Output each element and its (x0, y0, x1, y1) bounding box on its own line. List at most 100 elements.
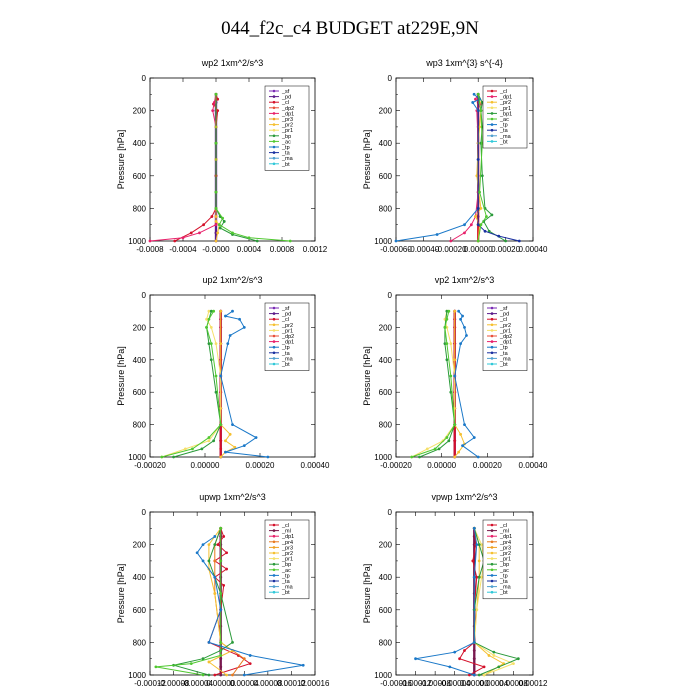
x-tick-label: 0.00004 (479, 679, 508, 688)
x-tick-label: 0.0008 (270, 245, 295, 254)
data-point (512, 662, 515, 665)
y-axis-label: Pressure [hPa] (116, 346, 126, 406)
legend-marker (272, 574, 276, 577)
legend-label: _dp2 (281, 334, 294, 340)
data-point (497, 234, 501, 238)
legend-marker (272, 529, 276, 532)
data-point (214, 92, 218, 96)
data-point (453, 455, 457, 459)
legend-marker (272, 590, 276, 594)
legend-label: _ta (499, 351, 509, 357)
data-point (476, 158, 480, 161)
data-point (217, 223, 221, 227)
x-tick-label: 0.00008 (253, 679, 282, 688)
legend-label: _dp1 (499, 95, 512, 101)
legend-label: _ma (281, 585, 294, 591)
legend-marker (272, 523, 276, 527)
data-point (210, 215, 214, 218)
x-tick-label: -0.00040 (408, 245, 440, 254)
y-axis-label: Pressure [hPa] (116, 130, 126, 190)
legend-marker (490, 312, 494, 315)
data-point (445, 317, 449, 321)
data-point (183, 447, 187, 451)
legend-marker (490, 568, 494, 572)
legend-label: _tp (281, 573, 290, 579)
data-point (207, 309, 211, 313)
legend-marker (272, 534, 276, 538)
data-point (242, 326, 246, 329)
data-point (476, 455, 480, 459)
data-point (467, 673, 471, 677)
legend-label: _ta (499, 128, 509, 134)
legend-marker (490, 585, 494, 588)
legend-marker (272, 112, 276, 115)
legend-label: _pr1 (281, 557, 293, 563)
legend-marker (490, 317, 494, 321)
data-point (214, 207, 218, 210)
legend-label: _ma (281, 356, 294, 362)
legend-label: _bt (499, 139, 508, 145)
data-point (480, 575, 484, 579)
data-point (231, 231, 234, 235)
y-axis-label: Pressure [hPa] (362, 346, 372, 406)
data-point (453, 650, 457, 654)
legend-marker (272, 100, 276, 104)
data-point (207, 317, 211, 321)
data-point (472, 657, 476, 661)
legend-marker (490, 357, 494, 360)
data-point (173, 239, 177, 243)
series-line-tp (395, 93, 481, 242)
data-point (207, 436, 211, 439)
data-point (449, 390, 453, 394)
legend-label: _ta (499, 579, 509, 585)
data-point (504, 239, 507, 243)
y-tick-label: 400 (379, 356, 393, 365)
legend-marker (272, 351, 276, 355)
data-point (216, 109, 220, 112)
legend-marker (272, 117, 276, 121)
data-point (248, 662, 252, 665)
data-point (469, 223, 473, 227)
legend-marker (490, 112, 494, 115)
x-tick-label: -0.00004 (181, 679, 213, 688)
data-point (254, 436, 258, 439)
legend-marker (490, 306, 494, 310)
data-point (482, 665, 486, 669)
data-point (476, 207, 480, 210)
data-point (212, 101, 216, 104)
legend-box (482, 519, 528, 600)
legend-label: _ta (281, 351, 291, 357)
legend-marker (490, 540, 494, 544)
legend-label: _pr1 (499, 328, 511, 334)
series-line-cl (174, 94, 219, 242)
x-tick-label: -0.00008 (158, 679, 190, 688)
data-point (459, 432, 462, 436)
legend-marker (490, 100, 494, 104)
legend-label: _cl (499, 317, 507, 323)
legend-marker (272, 312, 276, 315)
y-tick-label: 600 (379, 172, 393, 181)
data-point (288, 239, 292, 243)
data-point (189, 231, 193, 235)
panel-title: up2 1xm^2/s^3 (203, 275, 263, 285)
legend-marker (490, 323, 494, 327)
legend-label: _dp1 (499, 534, 512, 540)
data-point (224, 450, 227, 454)
data-point (209, 326, 213, 329)
data-point (255, 239, 259, 243)
x-tick-label: -0.00008 (419, 679, 451, 688)
data-point (472, 649, 476, 652)
data-point (214, 141, 218, 145)
data-point (485, 215, 488, 218)
legend-marker (490, 128, 494, 132)
legend-marker (272, 345, 276, 349)
data-point (219, 592, 223, 595)
legend-box (264, 519, 310, 600)
data-point (242, 673, 246, 677)
data-point (453, 439, 457, 443)
data-point (433, 447, 437, 451)
data-point (228, 432, 232, 436)
x-tick-label: -0.00020 (435, 245, 467, 254)
legend-marker (490, 574, 494, 577)
